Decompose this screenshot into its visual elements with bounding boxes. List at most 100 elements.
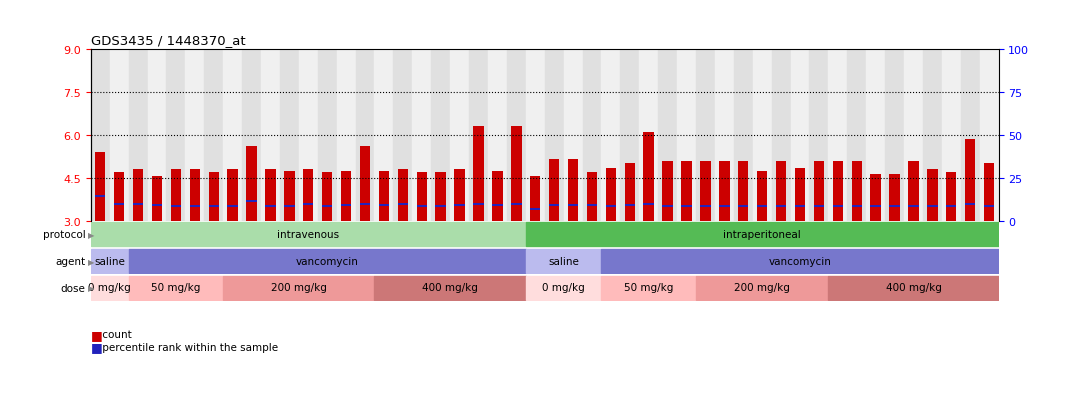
- Bar: [379, 204, 389, 206]
- Bar: [946, 173, 957, 221]
- Bar: [530, 177, 540, 221]
- Bar: [961, 50, 979, 221]
- Bar: [775, 161, 786, 221]
- Bar: [488, 50, 507, 221]
- Bar: [397, 203, 408, 205]
- Bar: [606, 205, 616, 207]
- Bar: [738, 205, 749, 207]
- Bar: [696, 50, 714, 221]
- Bar: [303, 203, 314, 205]
- Bar: [525, 276, 601, 300]
- Text: 400 mg/kg: 400 mg/kg: [885, 282, 941, 292]
- Bar: [356, 50, 375, 221]
- Bar: [152, 204, 162, 206]
- Bar: [321, 173, 332, 221]
- Bar: [303, 170, 314, 221]
- Bar: [625, 164, 635, 221]
- Bar: [586, 173, 597, 221]
- Bar: [492, 204, 503, 206]
- Bar: [223, 276, 375, 300]
- Bar: [95, 196, 106, 198]
- Bar: [318, 50, 336, 221]
- Bar: [436, 173, 445, 221]
- Bar: [890, 174, 899, 221]
- Bar: [662, 205, 673, 207]
- Bar: [625, 204, 635, 206]
- Text: 400 mg/kg: 400 mg/kg: [422, 282, 478, 292]
- Text: 200 mg/kg: 200 mg/kg: [271, 282, 327, 292]
- Bar: [681, 161, 692, 221]
- Text: vancomycin: vancomycin: [296, 256, 359, 266]
- Bar: [696, 276, 829, 300]
- Bar: [204, 50, 223, 221]
- Bar: [208, 173, 219, 221]
- Bar: [114, 203, 124, 205]
- Bar: [738, 161, 749, 221]
- Bar: [757, 171, 768, 221]
- Bar: [91, 276, 128, 300]
- Bar: [247, 147, 256, 221]
- Text: ▶: ▶: [88, 284, 94, 293]
- Bar: [171, 170, 182, 221]
- Bar: [473, 127, 484, 221]
- Text: 0 mg/kg: 0 mg/kg: [543, 282, 585, 292]
- Bar: [851, 205, 862, 207]
- Bar: [436, 205, 445, 207]
- Text: agent: agent: [56, 256, 85, 266]
- Text: 0 mg/kg: 0 mg/kg: [89, 282, 131, 292]
- Bar: [908, 161, 918, 221]
- Bar: [927, 170, 938, 221]
- Bar: [790, 50, 810, 221]
- Bar: [847, 50, 866, 221]
- Bar: [512, 127, 521, 221]
- Bar: [885, 50, 904, 221]
- Bar: [379, 171, 389, 221]
- Bar: [606, 169, 616, 221]
- Bar: [904, 50, 923, 221]
- Text: vancomycin: vancomycin: [769, 256, 831, 266]
- Bar: [833, 205, 843, 207]
- Bar: [530, 208, 540, 210]
- Bar: [265, 170, 276, 221]
- Bar: [814, 161, 824, 221]
- Bar: [870, 205, 881, 207]
- Text: ▶: ▶: [88, 230, 94, 239]
- Bar: [701, 205, 710, 207]
- Text: 200 mg/kg: 200 mg/kg: [734, 282, 790, 292]
- Bar: [662, 161, 673, 221]
- Bar: [242, 50, 261, 221]
- Bar: [341, 204, 351, 206]
- Bar: [719, 161, 729, 221]
- Bar: [829, 276, 999, 300]
- Text: dose: dose: [61, 283, 85, 293]
- Bar: [795, 205, 805, 207]
- Bar: [341, 171, 351, 221]
- Bar: [621, 50, 640, 221]
- Bar: [132, 204, 143, 206]
- Bar: [644, 203, 654, 205]
- Bar: [833, 161, 843, 221]
- Bar: [851, 161, 862, 221]
- Bar: [147, 50, 167, 221]
- Bar: [431, 50, 450, 221]
- Text: ■: ■: [91, 328, 103, 341]
- Bar: [640, 50, 658, 221]
- Bar: [454, 204, 465, 206]
- Bar: [417, 205, 427, 207]
- Bar: [586, 204, 597, 206]
- Bar: [814, 205, 824, 207]
- Bar: [171, 205, 182, 207]
- Bar: [507, 50, 525, 221]
- Bar: [412, 50, 431, 221]
- Text: ▶: ▶: [88, 257, 94, 266]
- Bar: [734, 50, 753, 221]
- Bar: [568, 204, 578, 206]
- Bar: [549, 204, 560, 206]
- Bar: [810, 50, 829, 221]
- Bar: [223, 50, 242, 221]
- Bar: [450, 50, 469, 221]
- Bar: [186, 50, 204, 221]
- Bar: [360, 203, 371, 205]
- Bar: [299, 50, 318, 221]
- Bar: [545, 50, 564, 221]
